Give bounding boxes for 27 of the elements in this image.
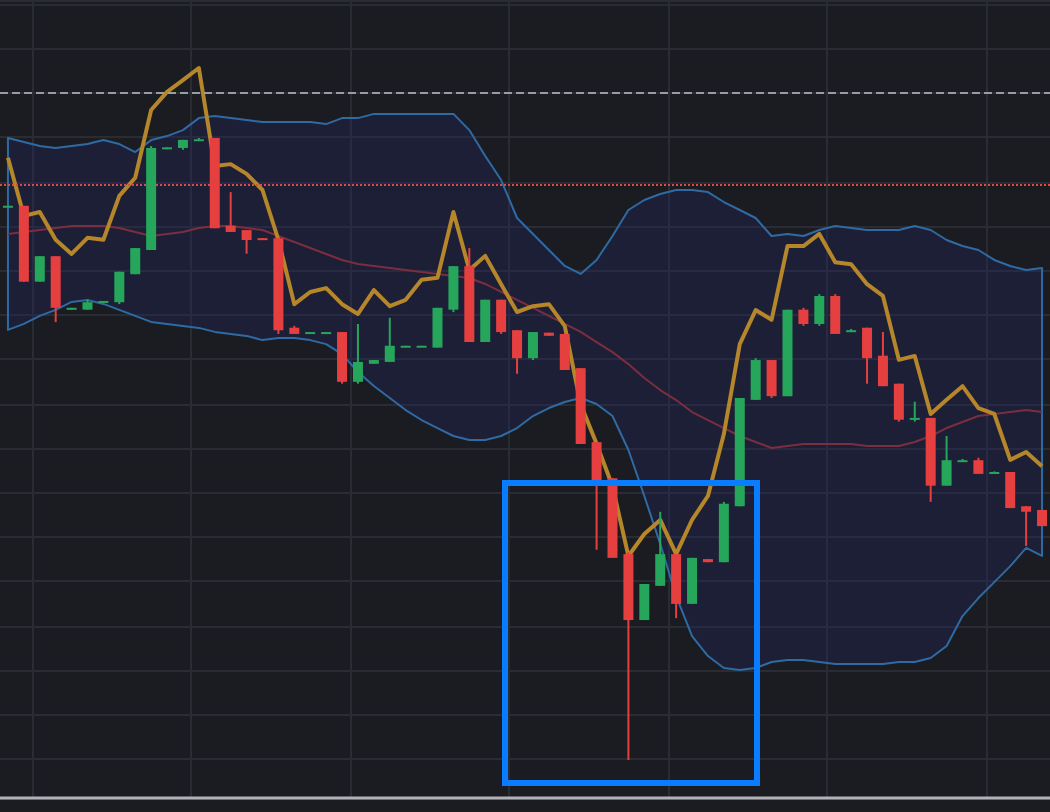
candlestick (114, 270, 125, 306)
candlestick (687, 556, 698, 605)
candlestick (352, 322, 363, 385)
candlestick (527, 331, 538, 362)
candlestick (241, 229, 252, 255)
candlestick (384, 316, 395, 363)
candlestick (225, 191, 236, 233)
candlestick (750, 357, 761, 401)
candlestick (893, 382, 904, 423)
candlestick (909, 400, 920, 423)
candlestick (1005, 471, 1016, 510)
candlestick (448, 265, 459, 314)
candlestick (941, 434, 952, 487)
candlestick (655, 510, 666, 587)
candlestick (830, 293, 841, 335)
candlestick (34, 255, 45, 283)
candlestick (814, 293, 825, 327)
candlestick (1021, 505, 1032, 548)
candlestick (798, 306, 809, 327)
candlestick (591, 441, 602, 551)
candlestick (432, 306, 443, 349)
candlestick (766, 359, 777, 399)
candlestick (512, 329, 523, 375)
candlestick (862, 326, 873, 385)
candlestick (877, 331, 888, 388)
candlestick (496, 298, 507, 335)
candlestick (130, 247, 141, 276)
